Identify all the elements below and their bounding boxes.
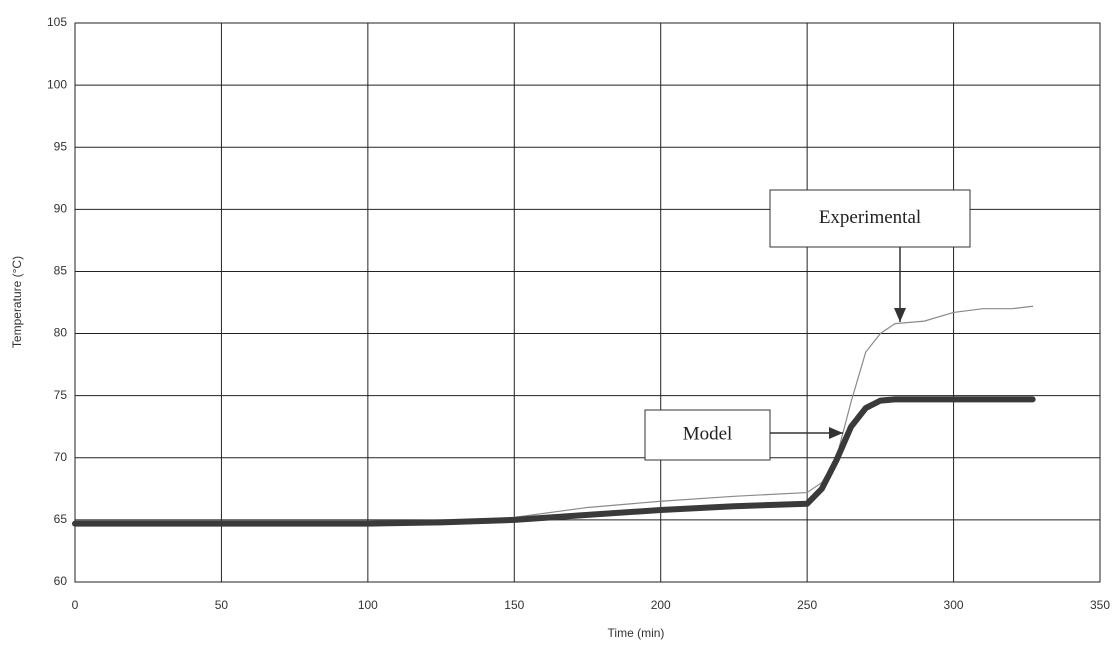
y-tick-label: 100	[47, 77, 67, 91]
y-tick-label: 65	[54, 512, 68, 526]
y-tick-label: 95	[54, 139, 68, 153]
x-tick-label: 250	[797, 598, 817, 612]
x-tick-label: 50	[215, 598, 229, 612]
x-axis-label: Time (min)	[608, 626, 665, 640]
y-axis-label: Temperature (°C)	[10, 256, 24, 348]
y-tick-label: 60	[54, 574, 68, 588]
annotation-text: Model	[683, 423, 733, 444]
y-tick-label: 90	[54, 202, 68, 216]
chart: Time (min) Temperature (°C) 60 65 70 75 80 85…	[0, 0, 1117, 647]
x-tick-label: 350	[1090, 598, 1110, 612]
x-tick-label: 100	[358, 598, 378, 612]
y-tick-label: 105	[47, 15, 67, 29]
annotation-text: Experimental	[819, 207, 921, 228]
x-tick-label: 200	[651, 598, 671, 612]
x-tick-label: 0	[72, 598, 79, 612]
y-tick-label: 80	[54, 326, 68, 340]
background	[0, 0, 1117, 647]
y-tick-label: 75	[54, 388, 68, 402]
x-tick-label: 300	[944, 598, 964, 612]
x-tick-label: 150	[504, 598, 524, 612]
y-tick-label: 85	[54, 264, 68, 278]
y-tick-label: 70	[54, 450, 68, 464]
